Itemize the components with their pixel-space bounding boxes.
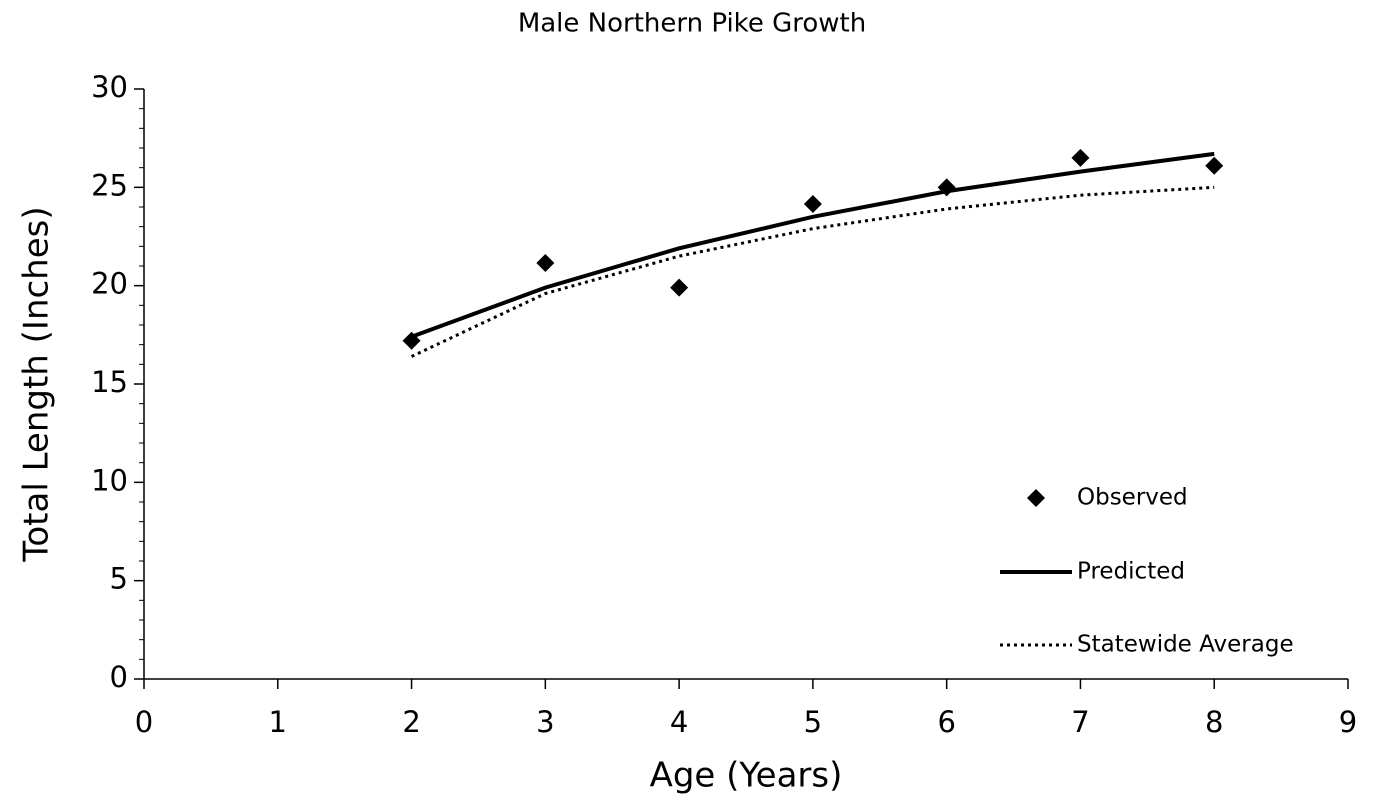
- y-tick-label: 0: [110, 660, 128, 694]
- observed-marker: [1071, 148, 1090, 167]
- x-tick-label: 9: [1339, 705, 1357, 739]
- y-axis-title: Total Length (Inches): [17, 206, 57, 562]
- series-line: [410, 151, 1215, 339]
- x-tick-label: 3: [536, 705, 554, 739]
- y-tick-label: 10: [91, 463, 128, 497]
- series-line: [410, 185, 1215, 358]
- observed-marker: [536, 254, 555, 273]
- x-tick-label: 5: [804, 705, 822, 739]
- y-tick-label: 30: [91, 70, 128, 104]
- x-tick-label: 4: [670, 705, 688, 739]
- x-tick-label: 0: [135, 705, 153, 739]
- x-tick-label: 1: [269, 705, 287, 739]
- observed-marker: [1205, 156, 1224, 175]
- y-tick-label: 5: [110, 562, 128, 596]
- y-tick-label: 25: [91, 168, 128, 202]
- legend-label: Statewide Average: [1077, 632, 1294, 658]
- chart-title: Male Northern Pike Growth: [518, 9, 866, 39]
- x-tick-label: 6: [937, 705, 955, 739]
- x-axis-title: Age (Years): [650, 756, 843, 796]
- x-tick-label: 2: [402, 705, 420, 739]
- legend-marker: [1027, 489, 1045, 507]
- observed-marker: [803, 195, 822, 214]
- legend-label: Observed: [1077, 485, 1188, 511]
- y-tick-label: 15: [91, 365, 128, 399]
- y-tick-label: 20: [91, 267, 128, 301]
- x-tick-label: 8: [1205, 705, 1223, 739]
- observed-marker: [670, 278, 689, 297]
- legend-label: Predicted: [1077, 559, 1185, 585]
- x-tick-label: 7: [1071, 705, 1089, 739]
